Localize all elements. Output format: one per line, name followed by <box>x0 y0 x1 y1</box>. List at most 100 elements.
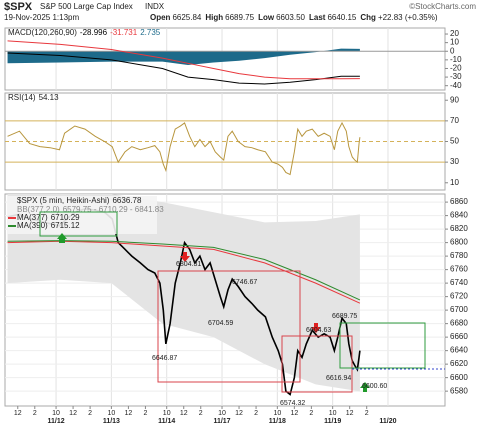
panel-frame <box>4 27 446 91</box>
legend-value: 2.735 <box>140 28 161 37</box>
sell-arrow <box>311 323 321 333</box>
y-tick-label: 10 <box>450 38 459 47</box>
x-tick-label: 10 <box>163 410 171 417</box>
legend-name: MA(390) <box>17 221 48 230</box>
bollinger-band <box>7 194 360 392</box>
x-tick-label: 12 <box>180 410 188 417</box>
exchange: INDX <box>145 2 165 11</box>
price-annotation: 6616.94 <box>326 375 351 382</box>
quote-value: 6625.84 <box>172 13 201 22</box>
y-tick-label: 6760 <box>450 265 468 274</box>
quote-label: Open <box>150 13 171 22</box>
legend-entry: MA(377) 6710.29 <box>17 213 80 222</box>
price-annotation: 6704.59 <box>208 320 233 327</box>
y-tick-label: 6620 <box>450 359 468 368</box>
legend-entry: $SPX (5 min, Heikin-Ashi) 6636.78 <box>17 196 142 205</box>
x-tick-label: 12 <box>125 410 133 417</box>
x-tick-label: 12 <box>69 410 77 417</box>
series-line <box>7 40 360 80</box>
y-tick-label: 6840 <box>450 211 468 220</box>
quote-label: High <box>205 13 223 22</box>
x-tick-label: 12 <box>290 410 298 417</box>
y-tick-label: 6740 <box>450 278 468 287</box>
range-box <box>39 211 118 237</box>
x-tick-label: 2 <box>88 410 92 417</box>
x-date-label: 11/20 <box>379 418 396 424</box>
x-tick-label: 2 <box>33 410 37 417</box>
credit: ©StockCharts.com <box>409 2 476 11</box>
x-date-label: 11/13 <box>103 418 120 424</box>
x-tick-label: 12 <box>14 410 22 417</box>
x-tick-label: 12 <box>346 410 354 417</box>
legend-entry: MA(390) 6715.12 <box>17 221 80 230</box>
x-tick-label: 2 <box>199 410 203 417</box>
series-line <box>7 240 361 304</box>
quote-label: Chg <box>360 13 376 22</box>
price-annotation: 6646.87 <box>152 355 177 362</box>
y-tick-label: -30 <box>450 72 462 81</box>
y-tick-label: 6600 <box>450 373 468 382</box>
y-tick-label: 50 <box>450 137 459 146</box>
panel-frame <box>4 193 446 407</box>
legend-entry: MACD(120,260,90) -28.996 -31.731 2.735 <box>8 28 161 37</box>
buy-arrow <box>360 382 370 392</box>
y-tick-label: 6700 <box>450 305 468 314</box>
y-tick-label: 6720 <box>450 292 468 301</box>
range-box <box>281 335 353 393</box>
legend-title: $SPX (5 min, Heikin-Ashi) <box>17 196 110 205</box>
y-tick-label: 6640 <box>450 346 468 355</box>
x-date-label: 11/14 <box>158 418 175 424</box>
y-tick-label: 30 <box>450 157 459 166</box>
x-date-label: 11/19 <box>324 418 341 424</box>
legend-value: 6579.75 - 6710.29 - 6841.83 <box>63 205 165 214</box>
buy-arrow <box>57 233 67 243</box>
quote: Open 6625.84 High 6689.75 Low 6603.50 Last 6640… <box>150 13 438 22</box>
y-tick-label: 90 <box>450 95 459 104</box>
series-line <box>7 240 361 301</box>
x-tick-label: 10 <box>329 410 337 417</box>
y-tick-label: 20 <box>450 29 459 38</box>
x-tick-label: 10 <box>273 410 281 417</box>
quote-value: 6640.15 <box>327 13 356 22</box>
y-tick-label: -10 <box>450 55 462 64</box>
x-tick-label: 10 <box>218 410 226 417</box>
symbol: $SPX <box>4 1 33 13</box>
legend-title: MACD(120,260,90) <box>8 28 77 37</box>
y-tick-label: 6580 <box>450 386 468 395</box>
y-tick-label: 6800 <box>450 238 468 247</box>
y-tick-label: 6660 <box>450 332 468 341</box>
legend-value: -28.996 <box>80 28 108 37</box>
y-tick-label: 0 <box>450 46 455 55</box>
y-tick-label: 10 <box>450 178 459 187</box>
y-tick-label: -40 <box>450 81 462 90</box>
x-tick-label: 2 <box>143 410 147 417</box>
legend-box <box>7 196 157 234</box>
quote-value: 6689.75 <box>225 13 254 22</box>
x-date-label: 11/12 <box>47 418 64 424</box>
series-line <box>7 121 361 176</box>
range-box <box>157 270 301 383</box>
x-tick-label: 12 <box>235 410 243 417</box>
y-tick-label: 6780 <box>450 251 468 260</box>
y-tick-label: 6820 <box>450 224 468 233</box>
x-tick-label: 2 <box>309 410 313 417</box>
price-annotation: 6600.60 <box>362 383 387 390</box>
legend-value: 6715.12 <box>51 221 80 230</box>
x-date-label: 11/18 <box>269 418 286 424</box>
legend-title: RSI(14) <box>8 93 36 102</box>
range-box <box>339 322 426 369</box>
y-tick-label: 6680 <box>450 319 468 328</box>
price-annotation: 6689.75 <box>332 313 357 320</box>
y-tick-label: 70 <box>450 116 459 125</box>
legend-entry: BB(377,2.0) 6579.75 - 6710.29 - 6841.83 <box>17 205 164 214</box>
price-annotation: 6746.67 <box>232 279 257 286</box>
quote-label: Low <box>258 13 275 22</box>
quote-value: 6603.50 <box>276 13 305 22</box>
legend-name: BB(377,2.0) <box>17 205 60 214</box>
histogram-area <box>7 48 360 66</box>
x-date-label: 11/17 <box>213 418 230 424</box>
legend-name: MA(377) <box>17 213 48 222</box>
annotations-layer <box>39 211 445 393</box>
datetime: 19-Nov-2025 1:13pm <box>4 13 79 22</box>
